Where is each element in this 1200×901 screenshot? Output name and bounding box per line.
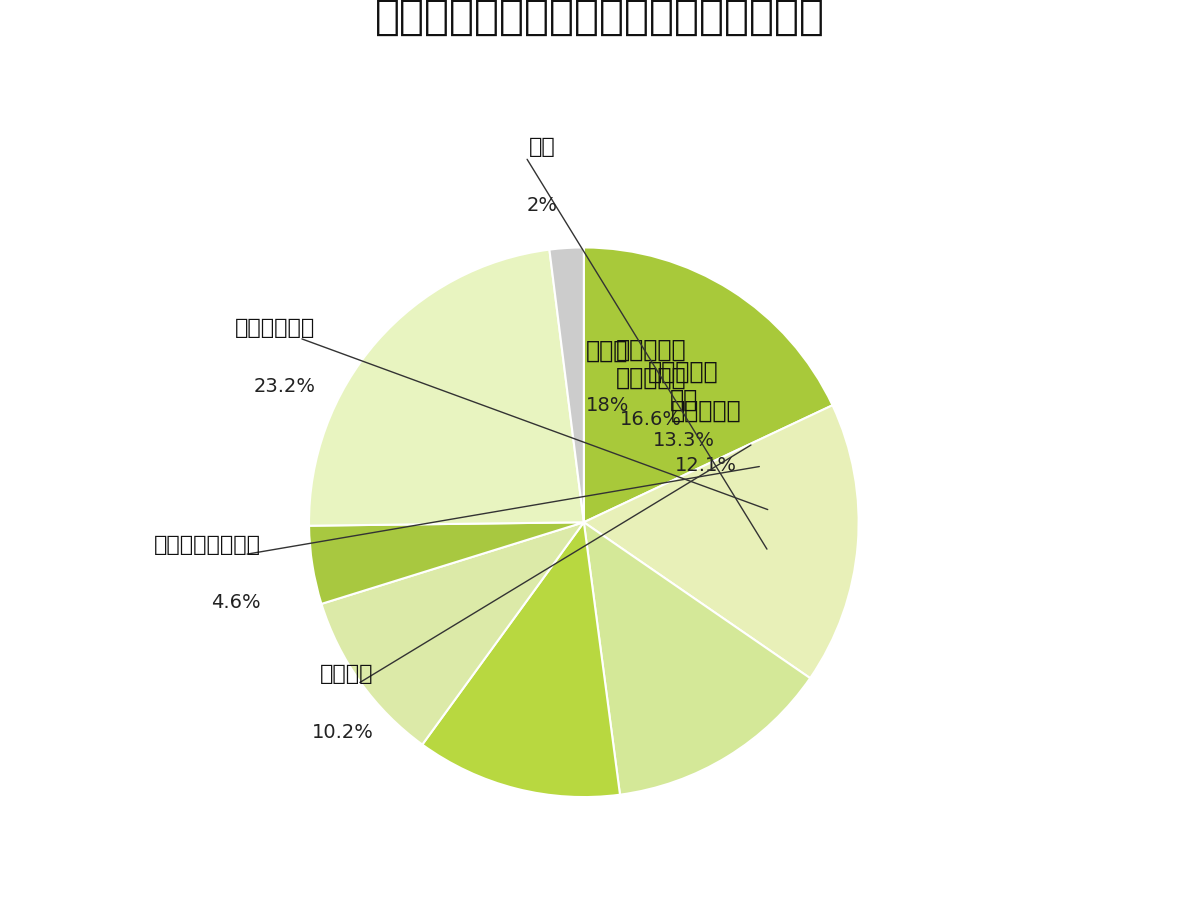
Text: 心疾患（心臓病）: 心疾患（心臓病） [154,534,260,555]
Text: 認知症: 認知症 [587,339,629,362]
Wedge shape [310,523,584,604]
Text: 骨折・転倒: 骨折・転倒 [671,398,742,423]
Text: 13.3%: 13.3% [653,432,714,450]
Wedge shape [550,248,584,523]
Text: 4.6%: 4.6% [211,594,260,613]
Text: 10.2%: 10.2% [312,723,373,742]
Text: 18%: 18% [586,396,629,414]
Text: 介護が必要となった主な原因の構成割合: 介護が必要となった主な原因の構成割合 [374,0,826,38]
Wedge shape [584,405,859,678]
Text: 2%: 2% [527,196,557,214]
Text: 23.2%: 23.2% [253,377,316,396]
Text: 関節疾患: 関節疾患 [320,664,373,684]
Text: 不詳: 不詳 [528,137,556,157]
Wedge shape [322,523,584,744]
Wedge shape [310,250,584,525]
Text: 16.6%: 16.6% [620,410,682,429]
Wedge shape [584,248,833,523]
Text: その他の原因: その他の原因 [235,318,316,338]
Wedge shape [584,523,810,795]
Text: 高齢による
衰弱: 高齢による 衰弱 [648,360,719,412]
Text: 12.1%: 12.1% [676,456,737,475]
Wedge shape [422,523,620,797]
Text: 脳血管疾患
（脳卒中）: 脳血管疾患 （脳卒中） [616,338,686,390]
